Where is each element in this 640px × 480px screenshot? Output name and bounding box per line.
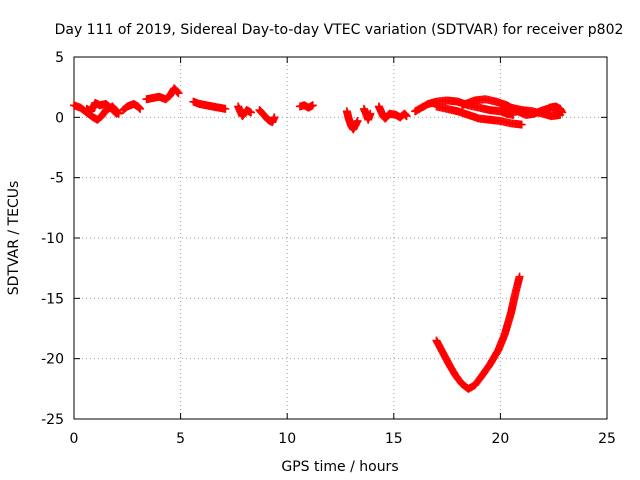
y-tick-label: -10 xyxy=(41,231,64,247)
y-tick-label: 0 xyxy=(55,110,64,126)
x-tick-label: 5 xyxy=(176,431,185,447)
x-tick-label: 10 xyxy=(278,431,296,447)
data-point xyxy=(366,109,375,118)
y-tick-label: -25 xyxy=(41,412,64,428)
y-tick-label: 5 xyxy=(55,50,64,66)
data-point xyxy=(246,108,255,117)
data-point xyxy=(517,120,526,129)
y-tick-label: -20 xyxy=(41,352,64,368)
data-series xyxy=(70,84,567,393)
y-tick-label: -5 xyxy=(50,171,64,187)
y-axis-label: SDTVAR / TECUs xyxy=(6,181,22,296)
x-tick-label: 15 xyxy=(385,431,403,447)
data-point xyxy=(136,104,145,113)
data-point xyxy=(111,108,120,117)
data-point xyxy=(112,109,121,118)
x-tick-label: 0 xyxy=(70,431,79,447)
chart-title: Day 111 of 2019, Sidereal Day-to-day VTE… xyxy=(55,22,624,38)
data-point xyxy=(515,272,524,281)
axis-ticks: 0 5 10 15 20 25 -25 -20 -15 -10 -5 0 5 xyxy=(41,50,616,447)
x-tick-label: 25 xyxy=(598,431,616,447)
data-point xyxy=(558,108,567,117)
data-point xyxy=(173,88,182,97)
data-point xyxy=(174,89,183,98)
data-point xyxy=(270,113,279,122)
x-axis-label: GPS time / hours xyxy=(281,459,398,475)
x-tick-label: 20 xyxy=(491,431,509,447)
data-point xyxy=(353,116,362,125)
data-point xyxy=(402,112,411,121)
data-point xyxy=(308,101,317,110)
data-point xyxy=(221,104,230,113)
y-tick-label: -15 xyxy=(41,291,64,307)
